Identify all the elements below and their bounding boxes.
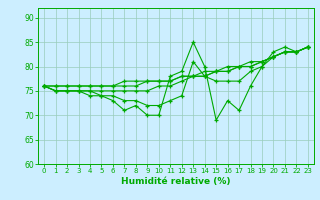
X-axis label: Humidité relative (%): Humidité relative (%) — [121, 177, 231, 186]
